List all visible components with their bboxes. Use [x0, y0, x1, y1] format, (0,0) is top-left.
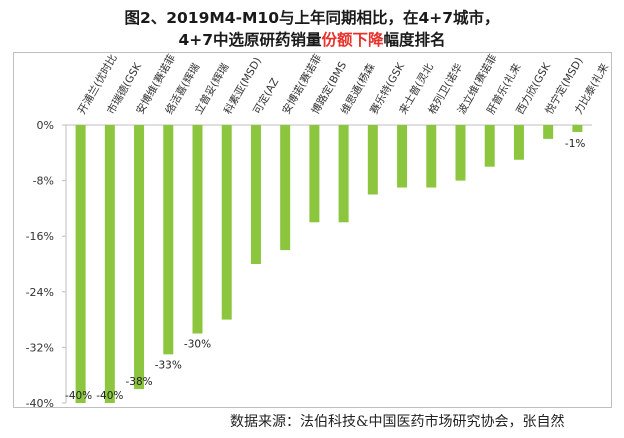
y-tick-label: 0% [37, 119, 54, 132]
bar [338, 125, 349, 223]
chart-frame [13, 52, 612, 408]
y-tick-label: -8% [33, 175, 54, 188]
bar [426, 125, 437, 188]
data-label: -38% [125, 376, 152, 388]
bar [484, 125, 495, 167]
data-label: -30% [184, 339, 211, 351]
bar [192, 125, 203, 334]
data-label: -40% [65, 390, 92, 402]
bar [280, 125, 291, 251]
title-line2-highlight: 份额下降 [321, 31, 384, 49]
bar [572, 125, 583, 132]
bar [134, 125, 145, 390]
bar [367, 125, 378, 195]
bar [163, 125, 174, 355]
bar [397, 125, 408, 188]
data-source: 数据来源：法伯科技&中国医药市场研究协会，张自然 [230, 414, 565, 430]
bar [513, 125, 524, 160]
bar [221, 125, 232, 320]
data-label: -40% [96, 390, 123, 402]
x-tick-label: 可定(AZ [250, 76, 281, 117]
chart-title-line2: 4+7中选原研药销量份额下降幅度排名 [0, 28, 624, 50]
bar [309, 125, 320, 223]
y-tick-label: -16% [26, 230, 54, 243]
bar [250, 125, 261, 264]
bar [455, 125, 466, 181]
chart-title-line1: 图2、2019M4-M10与上年同期相比，在4+7城市， [124, 9, 500, 27]
y-tick-label: -24% [26, 286, 54, 299]
bar [75, 125, 86, 403]
bar [543, 125, 554, 139]
title-line2-pre: 4+7中选原研药销量 [178, 31, 322, 49]
y-tick-label: -32% [26, 341, 54, 354]
data-label: -33% [155, 359, 182, 371]
y-tick-label: -40% [26, 397, 54, 410]
bar [104, 125, 115, 403]
data-label: -1% [565, 138, 585, 150]
title-line2-post: 幅度排名 [383, 31, 446, 49]
